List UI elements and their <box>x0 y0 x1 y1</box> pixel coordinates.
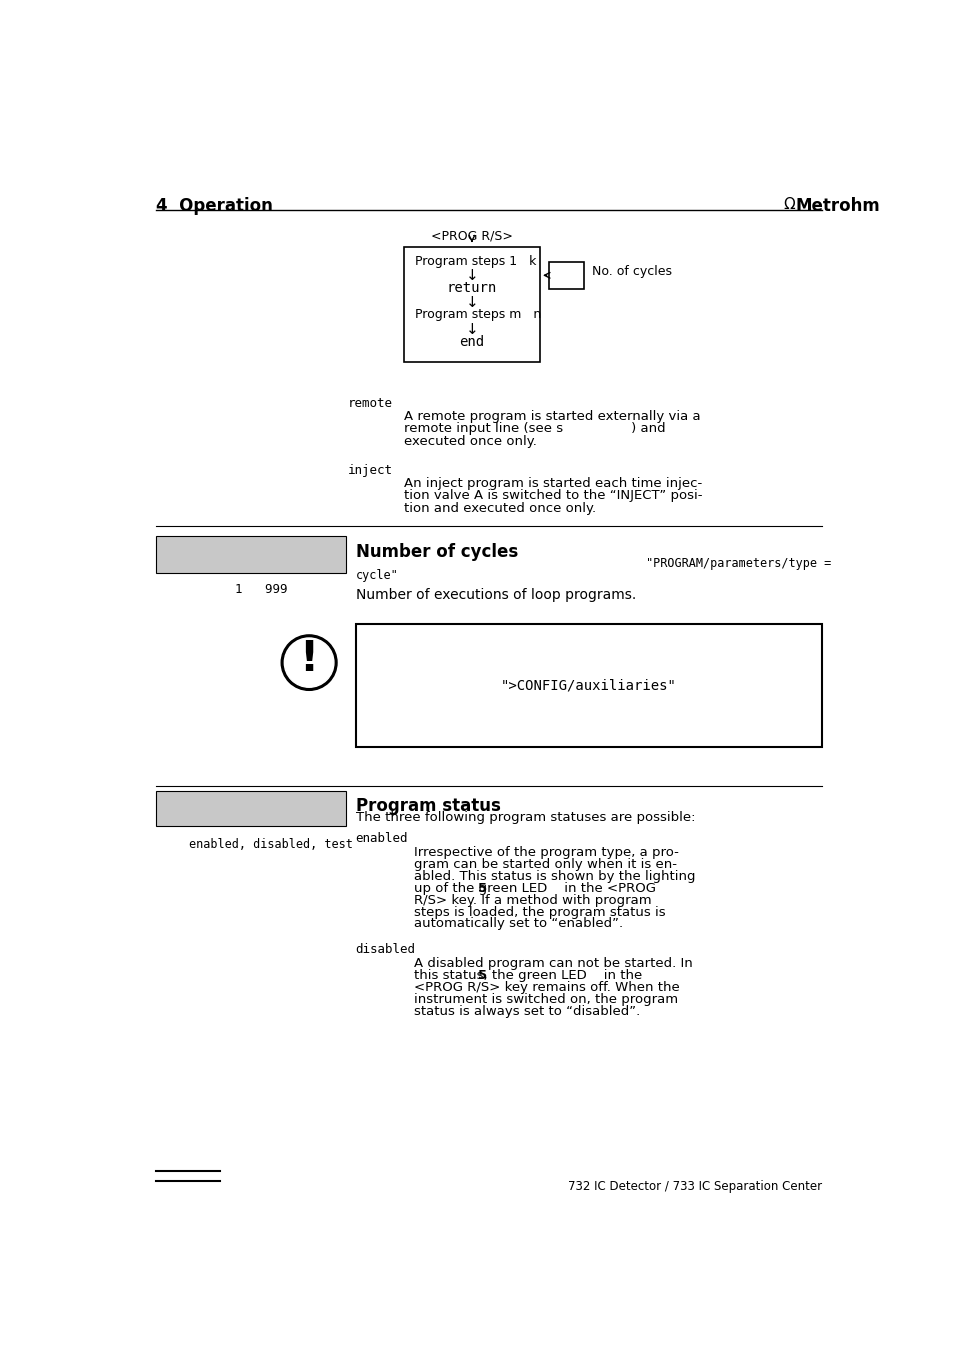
Bar <box>155 792 345 825</box>
Bar <box>404 247 539 362</box>
Circle shape <box>284 638 334 688</box>
Text: 5: 5 <box>477 969 487 982</box>
Text: "PROGRAM/parameters/type =: "PROGRAM/parameters/type = <box>645 557 831 570</box>
Text: ↓: ↓ <box>465 269 477 284</box>
Text: remote: remote <box>348 397 393 409</box>
Text: 5: 5 <box>477 882 487 894</box>
Text: Program status: Program status <box>355 797 500 816</box>
Text: <PROG R/S> key remains off. When the: <PROG R/S> key remains off. When the <box>414 981 679 994</box>
Text: tion valve A is switched to the “INJECT” posi-: tion valve A is switched to the “INJECT”… <box>404 489 702 503</box>
Text: inject: inject <box>348 463 393 477</box>
Text: return: return <box>446 281 497 296</box>
Text: disabled: disabled <box>355 943 416 957</box>
Text: abled. This status is shown by the lighting: abled. This status is shown by the light… <box>414 870 695 882</box>
Text: Program steps 1   k: Program steps 1 k <box>415 254 537 267</box>
Text: 732 IC Detector / 733 IC Separation Center: 732 IC Detector / 733 IC Separation Cent… <box>567 1179 821 1193</box>
Text: gram can be started only when it is en-: gram can be started only when it is en- <box>414 858 676 871</box>
Text: An inject program is started each time injec-: An inject program is started each time i… <box>404 477 702 490</box>
Bar <box>355 624 821 747</box>
Text: !: ! <box>299 638 318 680</box>
Text: enabled, disabled, test: enabled, disabled, test <box>189 838 353 851</box>
Text: automatically set to “enabled”.: automatically set to “enabled”. <box>414 917 622 931</box>
Text: Number of cycles: Number of cycles <box>355 543 517 561</box>
Text: <PROG R/S>: <PROG R/S> <box>431 230 513 243</box>
Text: ">CONFIG/auxiliaries": ">CONFIG/auxiliaries" <box>500 678 676 692</box>
Circle shape <box>281 635 336 690</box>
Bar <box>549 262 583 289</box>
Text: 4  Operation: 4 Operation <box>155 197 273 215</box>
Text: instrument is switched on, the program: instrument is switched on, the program <box>414 993 678 1006</box>
Text: steps is loaded, the program status is: steps is loaded, the program status is <box>414 905 664 919</box>
Text: Number of executions of loop programs.: Number of executions of loop programs. <box>355 588 636 603</box>
Text: up of the green LED    in the <PROG: up of the green LED in the <PROG <box>414 882 655 894</box>
Text: Ω: Ω <box>782 197 795 212</box>
Text: executed once only.: executed once only. <box>404 435 537 447</box>
Text: R/S> key. If a method with program: R/S> key. If a method with program <box>414 893 651 907</box>
Text: ↓: ↓ <box>465 296 477 311</box>
Text: A disabled program can not be started. In: A disabled program can not be started. I… <box>414 957 692 970</box>
Text: Irrespective of the program type, a pro-: Irrespective of the program type, a pro- <box>414 846 678 859</box>
Text: Program steps m   n: Program steps m n <box>415 308 541 322</box>
Bar <box>155 535 345 573</box>
Text: tion and executed once only.: tion and executed once only. <box>404 501 596 515</box>
Text: this status, the green LED    in the: this status, the green LED in the <box>414 969 641 982</box>
Text: enabled: enabled <box>355 832 408 844</box>
Text: No. of cycles: No. of cycles <box>592 265 671 277</box>
Text: remote input line (see s                ) and: remote input line (see s ) and <box>404 423 665 435</box>
Text: end: end <box>458 335 484 350</box>
Text: status is always set to “disabled”.: status is always set to “disabled”. <box>414 1005 639 1017</box>
Text: 1   999: 1 999 <box>235 584 288 596</box>
Text: The three following program statuses are possible:: The three following program statuses are… <box>355 811 695 824</box>
Text: Metrohm: Metrohm <box>794 197 879 215</box>
Text: ↓: ↓ <box>465 323 477 338</box>
Text: cycle": cycle" <box>355 569 398 582</box>
Text: A remote program is started externally via a: A remote program is started externally v… <box>404 411 700 423</box>
